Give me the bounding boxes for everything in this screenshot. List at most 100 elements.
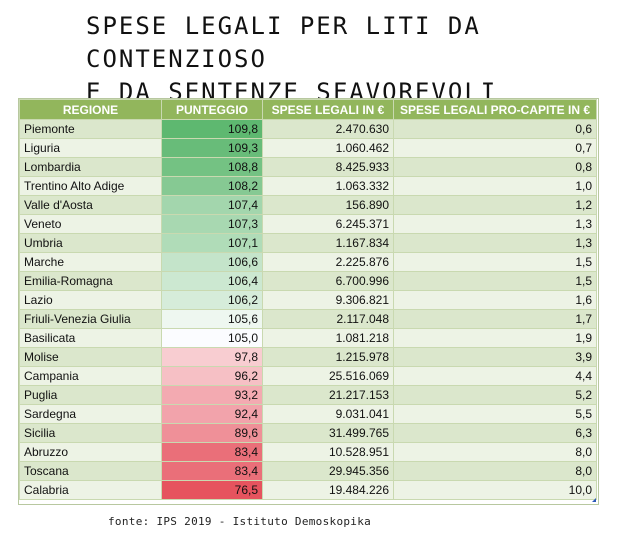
table-row: Campania 96,2 25.516.069 4,4 — [19, 366, 597, 386]
cell-punteggio: 89,6 — [161, 423, 263, 443]
cell-regione: Molise — [19, 347, 162, 367]
table-row: Abruzzo 83,4 10.528.951 8,0 — [19, 442, 597, 462]
table-row: Calabria 76,5 19.484.226 10,0 — [19, 480, 597, 500]
cell-spese-legali: 1.167.834 — [262, 233, 394, 253]
cell-regione: Liguria — [19, 138, 162, 158]
cell-pro-capite: 1,5 — [393, 252, 597, 272]
title-line-1: SPESE LEGALI PER LITI DA CONTENZIOSO — [86, 12, 481, 73]
cell-regione: Lombardia — [19, 157, 162, 177]
table-row: Emilia-Romagna 106,4 6.700.996 1,5 — [19, 271, 597, 291]
cell-spese-legali: 1.063.332 — [262, 176, 394, 196]
table-header-row: REGIONE PUNTEGGIO SPESE LEGALI IN € SPES… — [19, 99, 597, 120]
cell-pro-capite: 1,3 — [393, 233, 597, 253]
table-body: Piemonte 109,8 2.470.630 0,6 Liguria 109,3 1.0… — [19, 119, 597, 500]
cell-pro-capite: 5,5 — [393, 404, 597, 424]
cell-pro-capite: 1,0 — [393, 176, 597, 196]
cell-punteggio: 106,2 — [161, 290, 263, 310]
cell-pro-capite: 1,5 — [393, 271, 597, 291]
cell-regione: Marche — [19, 252, 162, 272]
header-regione: REGIONE — [19, 99, 162, 120]
cell-punteggio: 76,5 — [161, 480, 263, 500]
cell-pro-capite: 8,0 — [393, 442, 597, 462]
cell-regione: Calabria — [19, 480, 162, 500]
cell-regione: Umbria — [19, 233, 162, 253]
cell-spese-legali: 25.516.069 — [262, 366, 394, 386]
cell-punteggio: 93,2 — [161, 385, 263, 405]
cell-regione: Valle d'Aosta — [19, 195, 162, 215]
cell-spese-legali: 10.528.951 — [262, 442, 394, 462]
cell-pro-capite: 0,7 — [393, 138, 597, 158]
cell-spese-legali: 1.060.462 — [262, 138, 394, 158]
cell-regione: Emilia-Romagna — [19, 271, 162, 291]
cell-regione: Sicilia — [19, 423, 162, 443]
cell-punteggio: 108,8 — [161, 157, 263, 177]
cell-spese-legali: 9.031.041 — [262, 404, 394, 424]
header-punteggio: PUNTEGGIO — [161, 99, 263, 120]
cell-spese-legali: 2.225.876 — [262, 252, 394, 272]
cell-pro-capite: 1,9 — [393, 328, 597, 348]
cell-punteggio: 108,2 — [161, 176, 263, 196]
table-row: Basilicata 105,0 1.081.218 1,9 — [19, 328, 597, 348]
source-note: fonte: IPS 2019 - Istituto Demoskopika — [108, 515, 372, 528]
table-row: Liguria 109,3 1.060.462 0,7 — [19, 138, 597, 158]
table-row: Lombardia 108,8 8.425.933 0,8 — [19, 157, 597, 177]
header-pro-capite: SPESE LEGALI PRO-CAPITE IN € — [393, 99, 597, 120]
table-row: Friuli-Venezia Giulia 105,6 2.117.048 1,7 — [19, 309, 597, 329]
cell-punteggio: 107,3 — [161, 214, 263, 234]
cell-spese-legali: 2.117.048 — [262, 309, 394, 329]
table-row: Molise 97,8 1.215.978 3,9 — [19, 347, 597, 367]
cell-regione: Lazio — [19, 290, 162, 310]
resize-handle-icon — [592, 498, 596, 502]
cell-pro-capite: 1,6 — [393, 290, 597, 310]
cell-pro-capite: 4,4 — [393, 366, 597, 386]
table-row: Sicilia 89,6 31.499.765 6,3 — [19, 423, 597, 443]
table-row: Trentino Alto Adige 108,2 1.063.332 1,0 — [19, 176, 597, 196]
table-row: Lazio 106,2 9.306.821 1,6 — [19, 290, 597, 310]
cell-pro-capite: 1,7 — [393, 309, 597, 329]
cell-punteggio: 83,4 — [161, 461, 263, 481]
cell-spese-legali: 29.945.356 — [262, 461, 394, 481]
cell-punteggio: 106,4 — [161, 271, 263, 291]
cell-punteggio: 105,0 — [161, 328, 263, 348]
table-row: Puglia 93,2 21.217.153 5,2 — [19, 385, 597, 405]
cell-spese-legali: 6.700.996 — [262, 271, 394, 291]
page-title: SPESE LEGALI PER LITI DA CONTENZIOSO E D… — [86, 10, 620, 109]
cell-regione: Trentino Alto Adige — [19, 176, 162, 196]
cell-pro-capite: 5,2 — [393, 385, 597, 405]
cell-regione: Puglia — [19, 385, 162, 405]
cell-punteggio: 105,6 — [161, 309, 263, 329]
spese-legali-table: REGIONE PUNTEGGIO SPESE LEGALI IN € SPES… — [19, 99, 597, 500]
cell-regione: Sardegna — [19, 404, 162, 424]
cell-spese-legali: 1.215.978 — [262, 347, 394, 367]
data-table-container: REGIONE PUNTEGGIO SPESE LEGALI IN € SPES… — [18, 98, 599, 505]
table-row: Veneto 107,3 6.245.371 1,3 — [19, 214, 597, 234]
cell-regione: Abruzzo — [19, 442, 162, 462]
cell-spese-legali: 8.425.933 — [262, 157, 394, 177]
cell-pro-capite: 1,3 — [393, 214, 597, 234]
cell-pro-capite: 10,0 — [393, 480, 597, 500]
table-row: Valle d'Aosta 107,4 156.890 1,2 — [19, 195, 597, 215]
cell-spese-legali: 156.890 — [262, 195, 394, 215]
cell-spese-legali: 9.306.821 — [262, 290, 394, 310]
cell-regione: Campania — [19, 366, 162, 386]
cell-punteggio: 106,6 — [161, 252, 263, 272]
cell-spese-legali: 2.470.630 — [262, 119, 394, 139]
cell-punteggio: 109,3 — [161, 138, 263, 158]
table-row: Marche 106,6 2.225.876 1,5 — [19, 252, 597, 272]
cell-spese-legali: 1.081.218 — [262, 328, 394, 348]
cell-regione: Piemonte — [19, 119, 162, 139]
table-row: Sardegna 92,4 9.031.041 5,5 — [19, 404, 597, 424]
cell-punteggio: 97,8 — [161, 347, 263, 367]
cell-pro-capite: 1,2 — [393, 195, 597, 215]
cell-punteggio: 107,4 — [161, 195, 263, 215]
cell-punteggio: 109,8 — [161, 119, 263, 139]
cell-spese-legali: 6.245.371 — [262, 214, 394, 234]
cell-spese-legali: 19.484.226 — [262, 480, 394, 500]
cell-spese-legali: 21.217.153 — [262, 385, 394, 405]
table-row: Piemonte 109,8 2.470.630 0,6 — [19, 119, 597, 139]
cell-regione: Veneto — [19, 214, 162, 234]
cell-pro-capite: 6,3 — [393, 423, 597, 443]
cell-punteggio: 83,4 — [161, 442, 263, 462]
cell-pro-capite: 8,0 — [393, 461, 597, 481]
cell-regione: Toscana — [19, 461, 162, 481]
